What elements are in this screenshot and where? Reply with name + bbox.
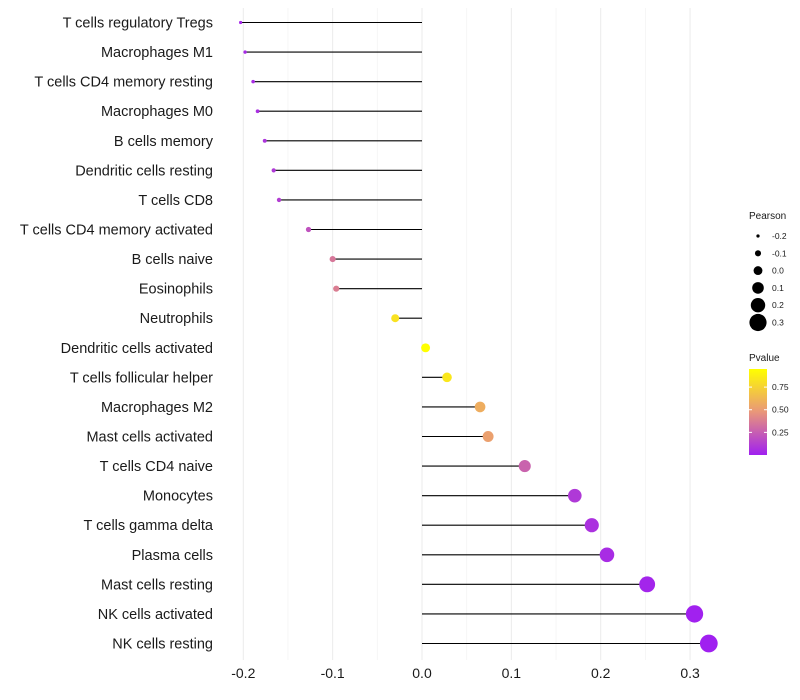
size-legend-key bbox=[754, 266, 763, 275]
category-label: Neutrophils bbox=[140, 311, 213, 327]
size-legend-key bbox=[755, 250, 761, 256]
lollipop-point bbox=[442, 373, 452, 383]
category-label: B cells memory bbox=[114, 134, 214, 150]
category-label: T cells CD8 bbox=[138, 193, 213, 209]
lollipop-point bbox=[700, 635, 718, 653]
lollipop-point bbox=[243, 50, 246, 53]
lollipop-point bbox=[277, 198, 281, 202]
x-tick-label: -0.2 bbox=[231, 665, 255, 681]
x-axis-tick-labels: -0.2 -0.1 0.0 0.1 0.2 0.3 bbox=[231, 665, 700, 681]
category-label: Dendritic cells resting bbox=[75, 163, 213, 179]
x-tick-label: 0.1 bbox=[502, 665, 522, 681]
lollipop-point bbox=[306, 227, 311, 232]
size-legend-label: 0.3 bbox=[772, 318, 784, 328]
category-label: Macrophages M2 bbox=[101, 400, 213, 416]
category-label: Mast cells resting bbox=[101, 577, 213, 593]
size-legend-key bbox=[756, 234, 759, 237]
lollipop-point bbox=[483, 431, 494, 442]
lollipop-point bbox=[585, 518, 599, 532]
category-label: Mast cells activated bbox=[86, 430, 213, 446]
lollipop-stems bbox=[241, 23, 709, 644]
lollipop-point bbox=[475, 402, 486, 413]
lollipop-point bbox=[272, 168, 276, 172]
color-legend: Pvalue 0.75 0.50 0.25 bbox=[749, 353, 789, 455]
size-legend-key bbox=[749, 314, 766, 331]
lollipop-point bbox=[639, 576, 655, 592]
category-label: B cells naive bbox=[132, 252, 213, 268]
category-label: Macrophages M0 bbox=[101, 104, 213, 120]
size-legend: Pearson -0.2 -0.1 0.0 0.1 0.2 0.3 bbox=[749, 211, 787, 331]
x-tick-label: 0.3 bbox=[680, 665, 700, 681]
color-legend-bar bbox=[749, 369, 767, 455]
category-label: Plasma cells bbox=[132, 548, 213, 564]
x-tick-label: 0.0 bbox=[412, 665, 432, 681]
category-label: T cells follicular helper bbox=[70, 370, 213, 386]
size-legend-label: -0.2 bbox=[772, 231, 787, 241]
size-legend-key bbox=[751, 298, 765, 312]
size-legend-label: 0.2 bbox=[772, 300, 784, 310]
color-legend-label: 0.25 bbox=[772, 427, 789, 437]
size-legend-label: 0.0 bbox=[772, 266, 784, 276]
lollipop-point bbox=[568, 489, 582, 503]
category-label: T cells CD4 memory resting bbox=[34, 75, 213, 91]
lollipop-point bbox=[391, 314, 399, 322]
category-label: NK cells activated bbox=[98, 607, 213, 623]
lollipop-point bbox=[251, 80, 255, 84]
lollipop-point bbox=[421, 343, 430, 352]
lollipop-points bbox=[239, 21, 718, 652]
grid-lines bbox=[243, 8, 690, 660]
lollipop-point bbox=[600, 547, 615, 562]
category-label: Eosinophils bbox=[139, 282, 213, 298]
lollipop-chart: T cells regulatory Tregs Macrophages M1 T … bbox=[0, 0, 800, 700]
color-legend-title: Pvalue bbox=[749, 353, 780, 364]
lollipop-point bbox=[256, 109, 260, 113]
color-legend-label: 0.75 bbox=[772, 382, 789, 392]
lollipop-point bbox=[519, 460, 531, 472]
lollipop-point bbox=[239, 21, 242, 24]
size-legend-key bbox=[752, 282, 764, 294]
category-label: Macrophages M1 bbox=[101, 45, 213, 61]
lollipop-point bbox=[686, 605, 703, 622]
x-tick-label: 0.2 bbox=[591, 665, 611, 681]
category-label: NK cells resting bbox=[112, 637, 213, 653]
category-label: T cells CD4 memory activated bbox=[20, 223, 213, 239]
lollipop-point bbox=[330, 256, 336, 262]
category-label: T cells CD4 naive bbox=[100, 459, 213, 475]
size-legend-label: -0.1 bbox=[772, 248, 787, 258]
lollipop-point bbox=[333, 286, 339, 292]
color-legend-label: 0.50 bbox=[772, 405, 789, 415]
lollipop-point bbox=[263, 139, 267, 143]
size-legend-title: Pearson bbox=[749, 211, 786, 222]
category-label: Dendritic cells activated bbox=[61, 341, 213, 357]
category-label: T cells regulatory Tregs bbox=[63, 16, 213, 32]
category-label: Monocytes bbox=[143, 489, 213, 505]
x-tick-label: -0.1 bbox=[321, 665, 345, 681]
category-label: T cells gamma delta bbox=[84, 518, 214, 534]
size-legend-label: 0.1 bbox=[772, 283, 784, 293]
y-axis-labels: T cells regulatory Tregs Macrophages M1 T … bbox=[20, 16, 214, 653]
